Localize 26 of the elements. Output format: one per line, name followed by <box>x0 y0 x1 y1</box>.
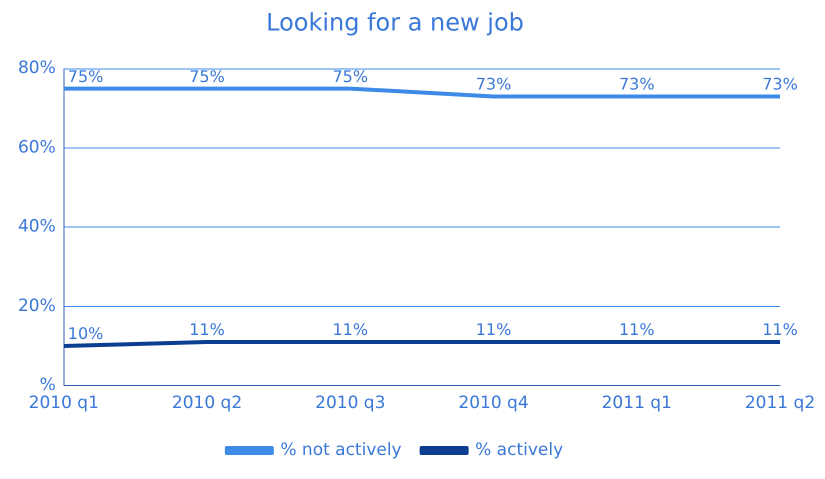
x-tick-label: 2010 q2 <box>172 393 242 414</box>
data-label: 11% <box>762 320 798 340</box>
x-tick-label: 2010 q1 <box>28 393 99 414</box>
y-tick-label: 20% <box>18 296 56 316</box>
data-label: 73% <box>762 74 798 94</box>
data-label: 11% <box>332 320 368 340</box>
data-label: 75% <box>332 66 368 86</box>
legend-label: % actively <box>475 440 564 460</box>
y-tick-label: 40% <box>18 216 56 237</box>
data-label: 73% <box>476 74 512 94</box>
x-tick-label: 2011 q2 <box>744 393 816 414</box>
x-tick-label: 2010 q3 <box>315 393 386 414</box>
data-label: 73% <box>618 74 655 94</box>
data-label: 10% <box>68 324 104 344</box>
chart-title: Looking for a new job <box>266 8 524 37</box>
data-label: 11% <box>189 320 225 340</box>
y-tick-label: % <box>40 375 56 396</box>
x-tick-label: 2011 q1 <box>602 393 672 414</box>
data-label: 75% <box>68 66 104 86</box>
y-tick-label: 80% <box>18 58 56 78</box>
y-tick-label: 60% <box>18 137 56 158</box>
x-tick-label: 2010 q4 <box>458 393 529 414</box>
data-label: 11% <box>476 320 512 340</box>
data-label: 11% <box>618 320 655 340</box>
data-label: 75% <box>189 66 225 86</box>
legend-label: % not actively <box>280 440 402 460</box>
